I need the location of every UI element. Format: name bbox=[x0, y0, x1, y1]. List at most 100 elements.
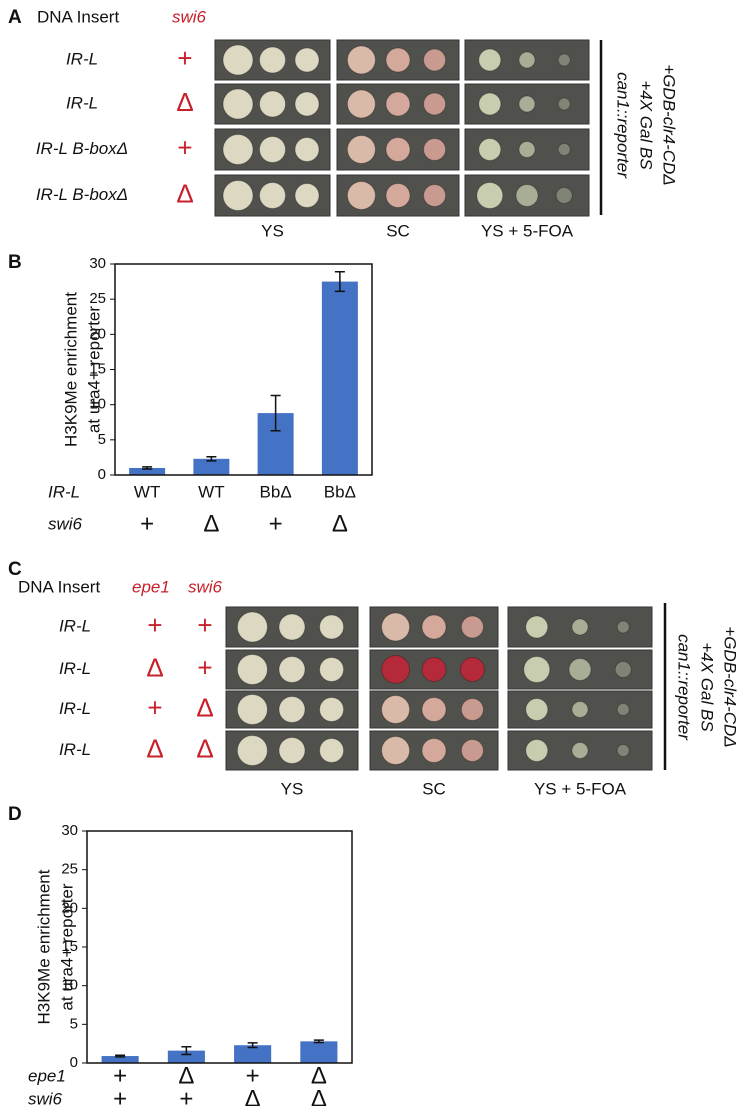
colony-spot bbox=[525, 615, 549, 639]
colony-spot bbox=[557, 97, 571, 111]
gene: swi6 bbox=[188, 577, 223, 596]
category-label: + bbox=[179, 1085, 193, 1106]
error-bar bbox=[334, 270, 345, 293]
colony-spot bbox=[523, 656, 551, 683]
y-axis-label: H3K9Me enrichment bbox=[34, 869, 53, 1024]
colony-spot bbox=[571, 618, 589, 636]
colony-spot bbox=[616, 703, 630, 716]
colony-spot bbox=[381, 695, 411, 724]
panel-label: D bbox=[8, 804, 22, 825]
genotype: + bbox=[147, 692, 162, 722]
insert-label: IR-L B-boxΔ bbox=[36, 139, 128, 158]
colony-spot bbox=[557, 53, 571, 67]
colony-spot bbox=[421, 738, 447, 763]
bar bbox=[321, 281, 358, 475]
bar bbox=[101, 1056, 139, 1063]
genotype: Δ bbox=[196, 692, 213, 722]
y-tick-label: 5 bbox=[98, 431, 106, 448]
y-tick-label: 30 bbox=[89, 255, 106, 272]
colony-spot bbox=[571, 701, 589, 718]
strain-label: +GDB-clr4-CDΔ bbox=[660, 64, 679, 185]
colony-spot bbox=[381, 612, 411, 642]
colony-spot bbox=[421, 614, 447, 640]
colony-spot bbox=[459, 657, 485, 682]
colony-spot bbox=[236, 735, 268, 766]
colony-spot bbox=[222, 134, 254, 165]
genotype: Δ bbox=[176, 87, 193, 117]
colony-spot bbox=[278, 613, 306, 641]
insert-label: IR-L bbox=[59, 616, 91, 635]
strain-label: +GDB-clr4-CDΔ bbox=[721, 626, 740, 747]
colony-spot bbox=[278, 737, 306, 764]
category-label: BbΔ bbox=[324, 482, 356, 501]
colony-spot bbox=[476, 182, 504, 209]
colony-spot bbox=[557, 143, 571, 156]
genotype: + bbox=[197, 652, 212, 682]
bar bbox=[167, 1050, 205, 1063]
y-tick-label: 10 bbox=[89, 396, 106, 413]
category-label: + bbox=[113, 1085, 127, 1106]
colony-spot bbox=[421, 697, 447, 722]
category-label: Δ bbox=[178, 1062, 194, 1089]
colony-spot bbox=[421, 657, 447, 682]
header: DNA Insert bbox=[37, 7, 119, 26]
panel-label: B bbox=[8, 252, 22, 273]
colony-spot bbox=[259, 182, 286, 209]
y-tick-label: 20 bbox=[89, 325, 106, 342]
colony-spot bbox=[222, 44, 254, 76]
colony-spot bbox=[616, 620, 630, 634]
error-bar bbox=[115, 1054, 126, 1058]
y-axis-label: at ura4+ reporter bbox=[84, 306, 103, 433]
colony-spot bbox=[568, 658, 592, 681]
colony-spot bbox=[385, 91, 411, 117]
colony-spot bbox=[460, 698, 484, 721]
colony-spot bbox=[236, 611, 268, 643]
category-label: Δ bbox=[203, 510, 219, 537]
category-label: Δ bbox=[245, 1085, 261, 1106]
colony-spot bbox=[294, 91, 320, 117]
colony-spot bbox=[346, 89, 376, 119]
category-label: WT bbox=[198, 482, 224, 501]
y-axis-label: H3K9Me enrichment bbox=[61, 292, 80, 447]
strain-label: can1::reporter bbox=[614, 72, 633, 179]
insert-label: IR-L bbox=[59, 699, 91, 718]
y-tick-label: 0 bbox=[98, 466, 106, 483]
bar bbox=[300, 1041, 338, 1063]
colony-spot bbox=[346, 45, 376, 75]
colony-spot bbox=[518, 51, 536, 69]
colony-spot bbox=[222, 180, 254, 211]
colony-spot bbox=[385, 137, 411, 162]
colony-spot bbox=[478, 138, 502, 161]
colony-spot bbox=[385, 47, 411, 73]
colony-spot bbox=[259, 46, 286, 74]
medium-label: YS bbox=[281, 779, 304, 798]
colony-spot bbox=[259, 90, 286, 118]
error-bar bbox=[270, 394, 281, 432]
insert-label: IR-L bbox=[59, 740, 91, 759]
category-label: BbΔ bbox=[260, 482, 292, 501]
category-label: + bbox=[246, 1062, 260, 1089]
category-label: WT bbox=[134, 482, 160, 501]
colony-spot bbox=[518, 141, 536, 158]
colony-spot bbox=[460, 739, 484, 762]
colony-spot bbox=[236, 694, 268, 725]
colony-spot bbox=[259, 136, 286, 163]
error-bar bbox=[247, 1042, 258, 1049]
genotype: Δ bbox=[146, 733, 163, 763]
category-label: + bbox=[113, 1062, 127, 1089]
strain-label: +4X Gal BS bbox=[698, 642, 717, 732]
insert-label: IR-L bbox=[59, 659, 91, 678]
insert-label: IR-L bbox=[66, 93, 98, 112]
category-label: + bbox=[269, 510, 283, 537]
genotype: Δ bbox=[176, 178, 193, 208]
insert-label: IR-L B-boxΔ bbox=[36, 185, 128, 204]
colony-spot bbox=[614, 661, 632, 678]
category-label: Δ bbox=[311, 1062, 327, 1089]
y-tick-label: 0 bbox=[70, 1054, 78, 1071]
y-tick-label: 25 bbox=[61, 861, 78, 878]
colony-spot bbox=[294, 137, 320, 162]
genotype: Δ bbox=[196, 733, 213, 763]
error-bar bbox=[313, 1039, 324, 1044]
category-label: Δ bbox=[311, 1085, 327, 1106]
